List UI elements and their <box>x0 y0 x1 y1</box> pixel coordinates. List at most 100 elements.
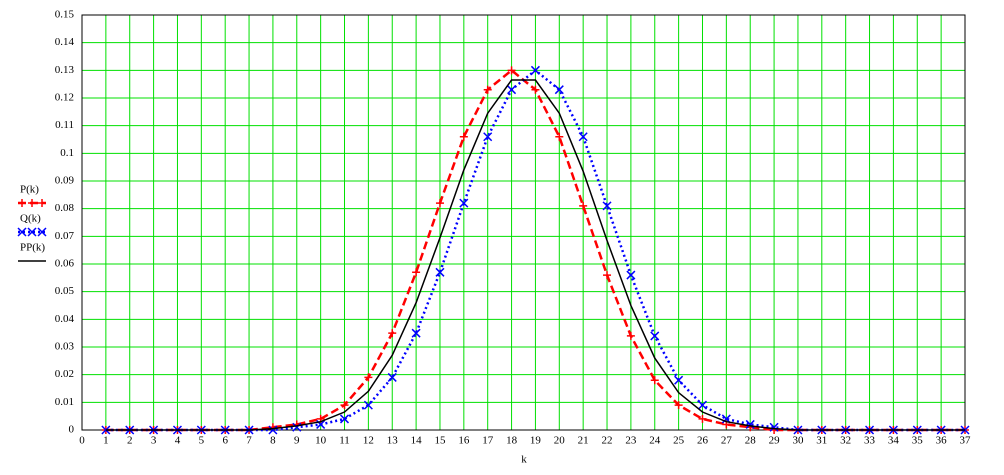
marker <box>578 132 588 142</box>
series-line <box>105 79 965 431</box>
x-tick-label: 36 <box>936 435 948 447</box>
x-tick-label: 17 <box>482 435 494 447</box>
marker <box>579 201 588 210</box>
marker <box>745 419 755 429</box>
legend-label: PP(k) <box>20 242 45 254</box>
y-tick-label: 0.15 <box>55 9 75 21</box>
x-tick-label: 3 <box>151 435 157 447</box>
marker <box>769 422 779 432</box>
x-tick-label: 30 <box>792 435 804 447</box>
marker <box>626 270 636 280</box>
legend-marker <box>28 199 36 207</box>
x-tick-label: 14 <box>411 435 423 447</box>
x-tick-label: 37 <box>960 435 972 447</box>
x-tick-label: 11 <box>339 435 350 447</box>
y-tick-label: 0.14 <box>55 36 75 48</box>
marker <box>411 328 421 338</box>
x-axis-label: k <box>521 454 527 466</box>
y-tick-label: 0.08 <box>55 202 75 214</box>
x-tick-label: 22 <box>602 435 613 447</box>
legend-marker <box>18 199 26 207</box>
x-tick-label: 7 <box>246 435 252 447</box>
y-tick-label: 0.04 <box>55 313 75 325</box>
y-tick-label: 0 <box>69 424 75 436</box>
y-tick-label: 0.03 <box>55 341 75 353</box>
x-tick-label: 35 <box>912 435 924 447</box>
x-tick-label: 1 <box>103 435 109 447</box>
x-tick-label: 28 <box>745 435 757 447</box>
marker <box>674 375 684 385</box>
x-tick-label: 8 <box>270 435 276 447</box>
x-tick-label: 33 <box>864 435 876 447</box>
x-tick-label: 2 <box>127 435 133 447</box>
marker <box>530 65 540 75</box>
legend-marker <box>37 227 47 237</box>
x-tick-label: 10 <box>315 435 327 447</box>
x-tick-label: 13 <box>387 435 399 447</box>
legend-marker <box>27 227 37 237</box>
marker <box>603 271 612 280</box>
x-tick-label: 26 <box>697 435 709 447</box>
y-tick-label: 0.02 <box>55 368 74 380</box>
marker <box>364 373 373 382</box>
y-tick-label: 0.1 <box>60 147 74 159</box>
y-tick-label: 0.05 <box>55 285 75 297</box>
marker <box>507 66 516 75</box>
marker <box>697 400 708 410</box>
x-tick-label: 29 <box>769 435 781 447</box>
marker <box>531 85 540 94</box>
x-tick-label: 24 <box>649 435 661 447</box>
x-tick-label: 0 <box>79 435 85 447</box>
x-tick-label: 20 <box>554 435 566 447</box>
x-tick-label: 5 <box>199 435 205 447</box>
marker <box>483 85 492 94</box>
marker <box>292 422 302 432</box>
marker <box>650 376 659 385</box>
marker <box>698 414 707 423</box>
marker <box>435 199 444 208</box>
marker <box>555 132 564 141</box>
marker <box>412 268 421 277</box>
legend-marker <box>17 227 27 237</box>
legend-marker <box>38 199 46 207</box>
y-tick-label: 0.01 <box>55 396 74 408</box>
x-tick-label: 9 <box>294 435 300 447</box>
x-tick-label: 18 <box>506 435 518 447</box>
marker <box>626 331 635 340</box>
marker <box>435 267 445 277</box>
legend-label: P(k) <box>20 184 39 196</box>
marker <box>388 329 397 338</box>
x-tick-label: 31 <box>816 435 827 447</box>
marker <box>387 372 397 382</box>
y-tick-label: 0.07 <box>55 230 75 242</box>
marker <box>483 132 493 142</box>
x-tick-label: 12 <box>363 435 374 447</box>
x-tick-label: 19 <box>530 435 542 447</box>
x-tick-label: 32 <box>840 435 851 447</box>
marker <box>674 401 683 410</box>
marker <box>339 414 350 424</box>
plot-frame <box>81 14 966 431</box>
x-tick-label: 23 <box>625 435 637 447</box>
y-tick-label: 0.12 <box>55 92 74 104</box>
x-tick-label: 4 <box>175 435 181 447</box>
marker <box>650 331 660 341</box>
x-tick-label: 16 <box>458 435 470 447</box>
x-tick-label: 15 <box>434 435 446 447</box>
y-tick-label: 0.11 <box>55 119 74 131</box>
marker <box>507 85 517 95</box>
y-tick-label: 0.09 <box>55 175 75 187</box>
y-tick-label: 0.13 <box>55 64 75 76</box>
marker <box>459 132 468 141</box>
marker <box>363 400 373 410</box>
x-tick-label: 34 <box>888 435 900 447</box>
x-tick-label: 6 <box>222 435 228 447</box>
marker <box>554 85 564 95</box>
marker <box>340 401 349 410</box>
y-tick-label: 0.06 <box>55 258 75 270</box>
marker <box>268 425 278 435</box>
x-tick-label: 25 <box>673 435 685 447</box>
x-tick-label: 27 <box>721 435 733 447</box>
marker <box>459 198 469 208</box>
